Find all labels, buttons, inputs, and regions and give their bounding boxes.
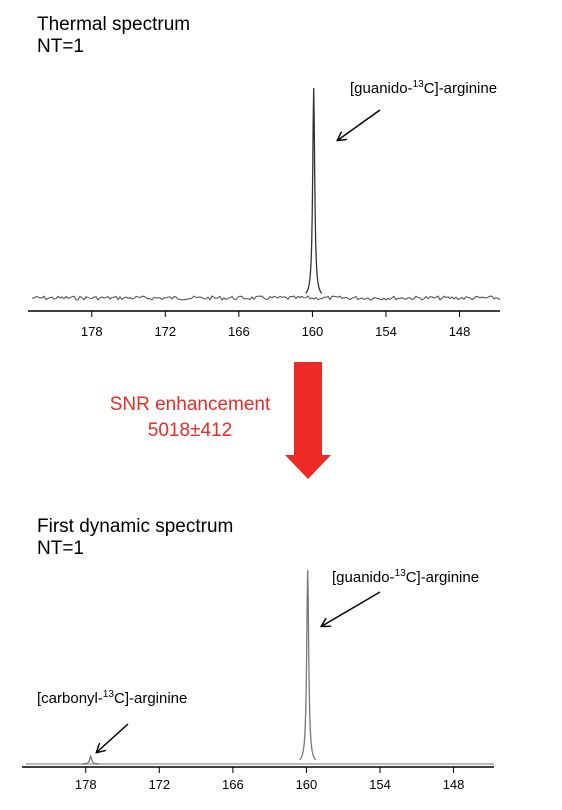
x-tick-label: 166 xyxy=(228,324,250,339)
x-tick-label: 166 xyxy=(222,777,244,792)
x-tick-label: 148 xyxy=(443,777,465,792)
peak xyxy=(299,569,317,761)
x-tick-label: 154 xyxy=(375,324,397,339)
annotation: [guanido-13C]-arginine xyxy=(350,79,497,97)
panel-subtitle: NT=1 xyxy=(37,36,84,57)
annotation-arrow xyxy=(97,723,129,752)
annotation-text: [guanido- xyxy=(332,569,395,586)
panel-title: Thermal spectrum xyxy=(37,14,190,35)
panel-title: First dynamic spectrum xyxy=(37,516,233,537)
annotation-text: C]-arginine xyxy=(424,80,497,97)
annotation-sup: 13 xyxy=(413,79,425,90)
peak xyxy=(305,87,323,294)
x-tick-label: 160 xyxy=(302,324,324,339)
enhancement-arrow-head xyxy=(285,455,331,479)
x-tick-label: 160 xyxy=(296,777,318,792)
x-tick-label: 178 xyxy=(75,777,97,792)
annotation: [guanido-13C]-arginine xyxy=(332,568,479,586)
x-tick-label: 178 xyxy=(81,324,103,339)
annotation-arrow xyxy=(322,591,381,626)
panel-subtitle: NT=1 xyxy=(37,538,84,559)
annotation-sup: 13 xyxy=(395,568,407,579)
annotation-text: C]-arginine xyxy=(114,690,187,707)
annotation: [carbonyl-13C]-arginine xyxy=(37,689,187,707)
peak xyxy=(82,754,99,765)
enhancement-arrow-shaft xyxy=(294,362,322,457)
x-tick-label: 172 xyxy=(154,324,176,339)
enhancement-value: 5018±412 xyxy=(148,420,232,441)
x-tick-label: 154 xyxy=(369,777,391,792)
annotation-sup: 13 xyxy=(103,689,115,700)
annotation-arrow xyxy=(338,109,381,140)
x-tick-label: 148 xyxy=(449,324,471,339)
x-tick-label: 172 xyxy=(148,777,170,792)
annotation-text: C]-arginine xyxy=(406,569,479,586)
annotation-text: [carbonyl- xyxy=(37,690,103,707)
enhancement-label: SNR enhancement xyxy=(110,394,271,415)
annotation-text: [guanido- xyxy=(350,80,413,97)
baseline xyxy=(31,295,501,301)
